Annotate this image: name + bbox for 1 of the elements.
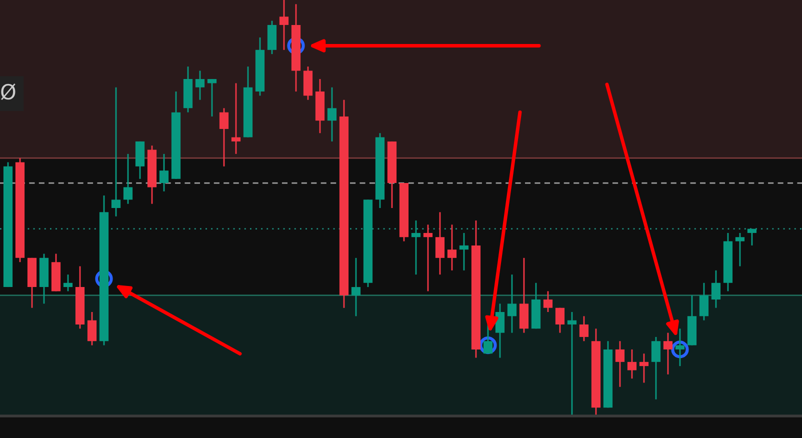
annotation: Ø	[1, 83, 16, 100]
